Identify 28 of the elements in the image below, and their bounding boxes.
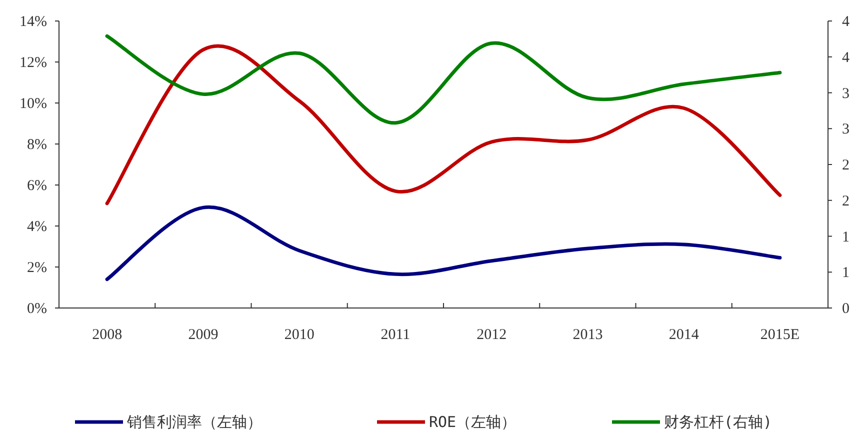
y-tick-label: 2% bbox=[27, 260, 47, 276]
legend-label: 销售利润率（左轴） bbox=[126, 413, 262, 431]
y2-tick-label: 0 bbox=[842, 301, 850, 317]
x-tick-label: 2009 bbox=[188, 327, 218, 343]
y2-tick-label: 1 bbox=[842, 265, 850, 282]
y-tick-label: 14% bbox=[20, 14, 47, 30]
y2-tick-label: 3 bbox=[842, 122, 850, 138]
y2-tick-label: 4 bbox=[842, 50, 850, 66]
x-tick-label: 2011 bbox=[380, 327, 410, 343]
y2-tick-label: 2 bbox=[842, 158, 850, 174]
x-tick-label: 2012 bbox=[476, 327, 507, 343]
x-tick-label: 2014 bbox=[668, 327, 700, 343]
y-tick-label: 6% bbox=[27, 178, 47, 194]
y2-tick-label: 2 bbox=[842, 193, 850, 210]
y-tick-label: 12% bbox=[20, 55, 47, 71]
x-tick-label: 2013 bbox=[572, 327, 603, 343]
legend-label: ROE（左轴） bbox=[429, 413, 516, 431]
y-tick-label: 8% bbox=[27, 137, 47, 153]
y-tick-label: 10% bbox=[20, 96, 47, 112]
x-tick-label: 2010 bbox=[284, 327, 314, 343]
x-tick-label: 2015E bbox=[760, 327, 800, 343]
legend-label: 财务杠杆(右轴) bbox=[664, 413, 772, 431]
x-tick-label: 2008 bbox=[92, 327, 122, 343]
y2-tick-label: 4 bbox=[842, 14, 850, 30]
y-tick-label: 4% bbox=[27, 219, 47, 235]
y-tick-label: 0% bbox=[27, 301, 47, 317]
y2-tick-label: 1 bbox=[842, 229, 850, 246]
y2-tick-label: 3 bbox=[842, 86, 850, 102]
